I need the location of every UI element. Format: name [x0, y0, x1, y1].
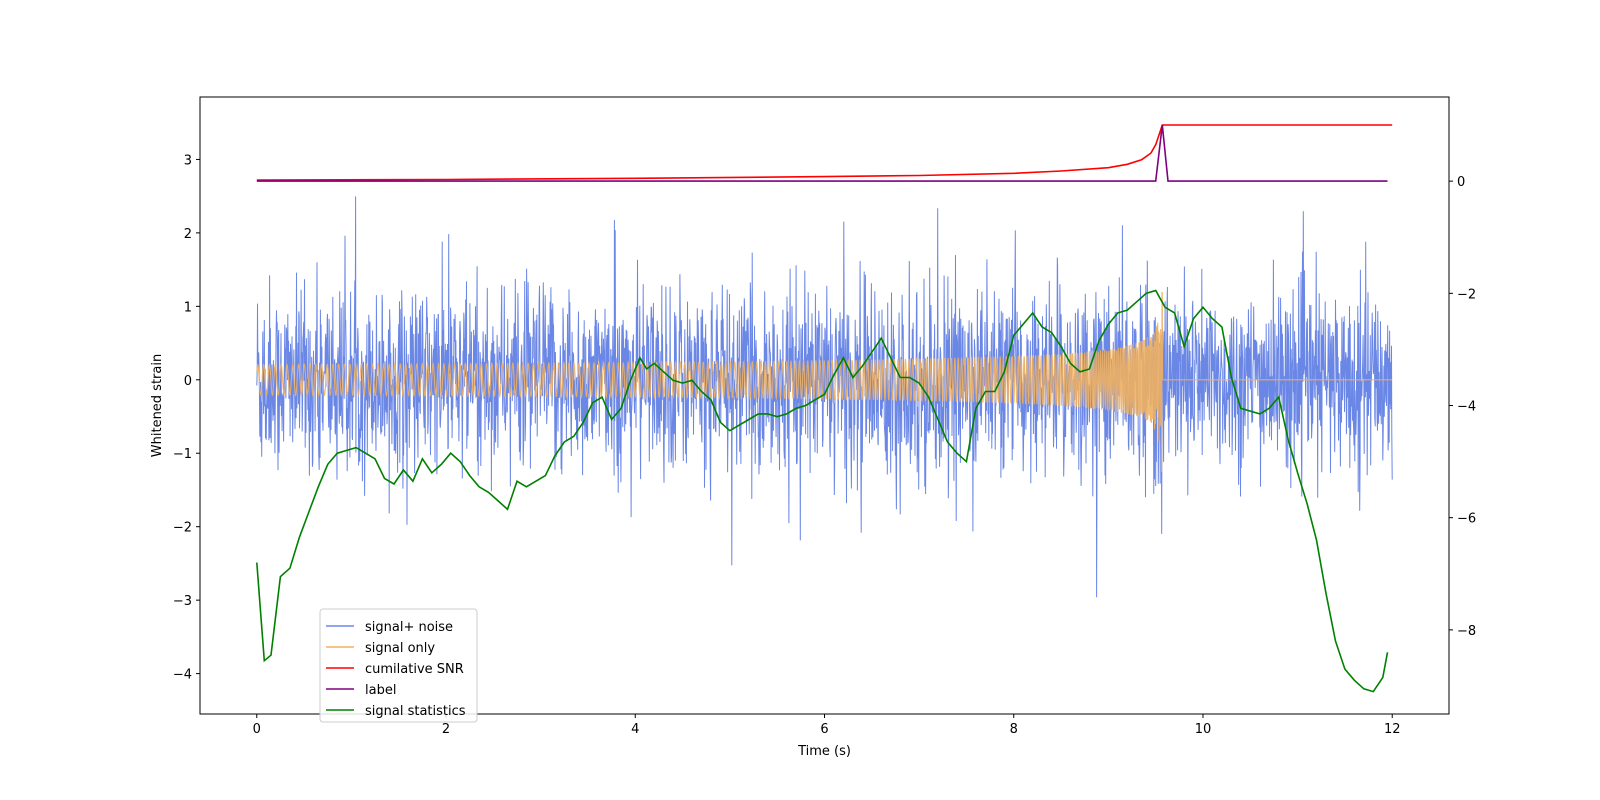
y-tick-label: −3 [173, 594, 192, 609]
x-tick-label: 2 [442, 722, 450, 737]
legend: signal+ noise signal only cumilative SNR la… [319, 608, 478, 723]
y2-tick-label: −2 [1457, 287, 1476, 302]
legend-label: signal only [365, 641, 435, 656]
legend-label: cumilative SNR [365, 662, 464, 677]
series-signal-only [256, 291, 1393, 472]
y2-tick-label: −6 [1457, 512, 1476, 527]
series-signal-plus-noise [256, 196, 1393, 598]
x-tick-label: 4 [631, 722, 639, 737]
y-tick-label: −2 [173, 521, 192, 536]
y2-tick-label: 0 [1457, 175, 1465, 190]
y-tick-label: −1 [173, 447, 192, 462]
plot-area [256, 124, 1393, 693]
y-tick-label: 3 [184, 153, 192, 168]
x-tick-label: 6 [820, 722, 828, 737]
series-cumulative-snr [256, 124, 1393, 181]
y-axis-label: Whitened strain [150, 354, 165, 457]
y-tick-label: 2 [184, 227, 192, 242]
y2-tick-label: −4 [1457, 400, 1476, 415]
series-signal-statistics [256, 289, 1389, 693]
x-tick-label: 8 [1010, 722, 1018, 737]
y-tick-label: 1 [184, 300, 192, 315]
legend-label: label [365, 683, 396, 698]
y-tick-label: −4 [173, 668, 192, 683]
x-axis-label: Time (s) [797, 744, 851, 759]
x-tick-label: 10 [1195, 722, 1212, 737]
series-label [256, 124, 1388, 182]
legend-label: signal+ noise [365, 620, 453, 635]
legend-box [319, 608, 478, 723]
legend-label: signal statistics [365, 704, 466, 719]
y-tick-label: 0 [184, 374, 192, 389]
x-tick-label: 12 [1384, 722, 1401, 737]
y2-tick-label: −8 [1457, 624, 1476, 639]
x-tick-label: 0 [253, 722, 261, 737]
